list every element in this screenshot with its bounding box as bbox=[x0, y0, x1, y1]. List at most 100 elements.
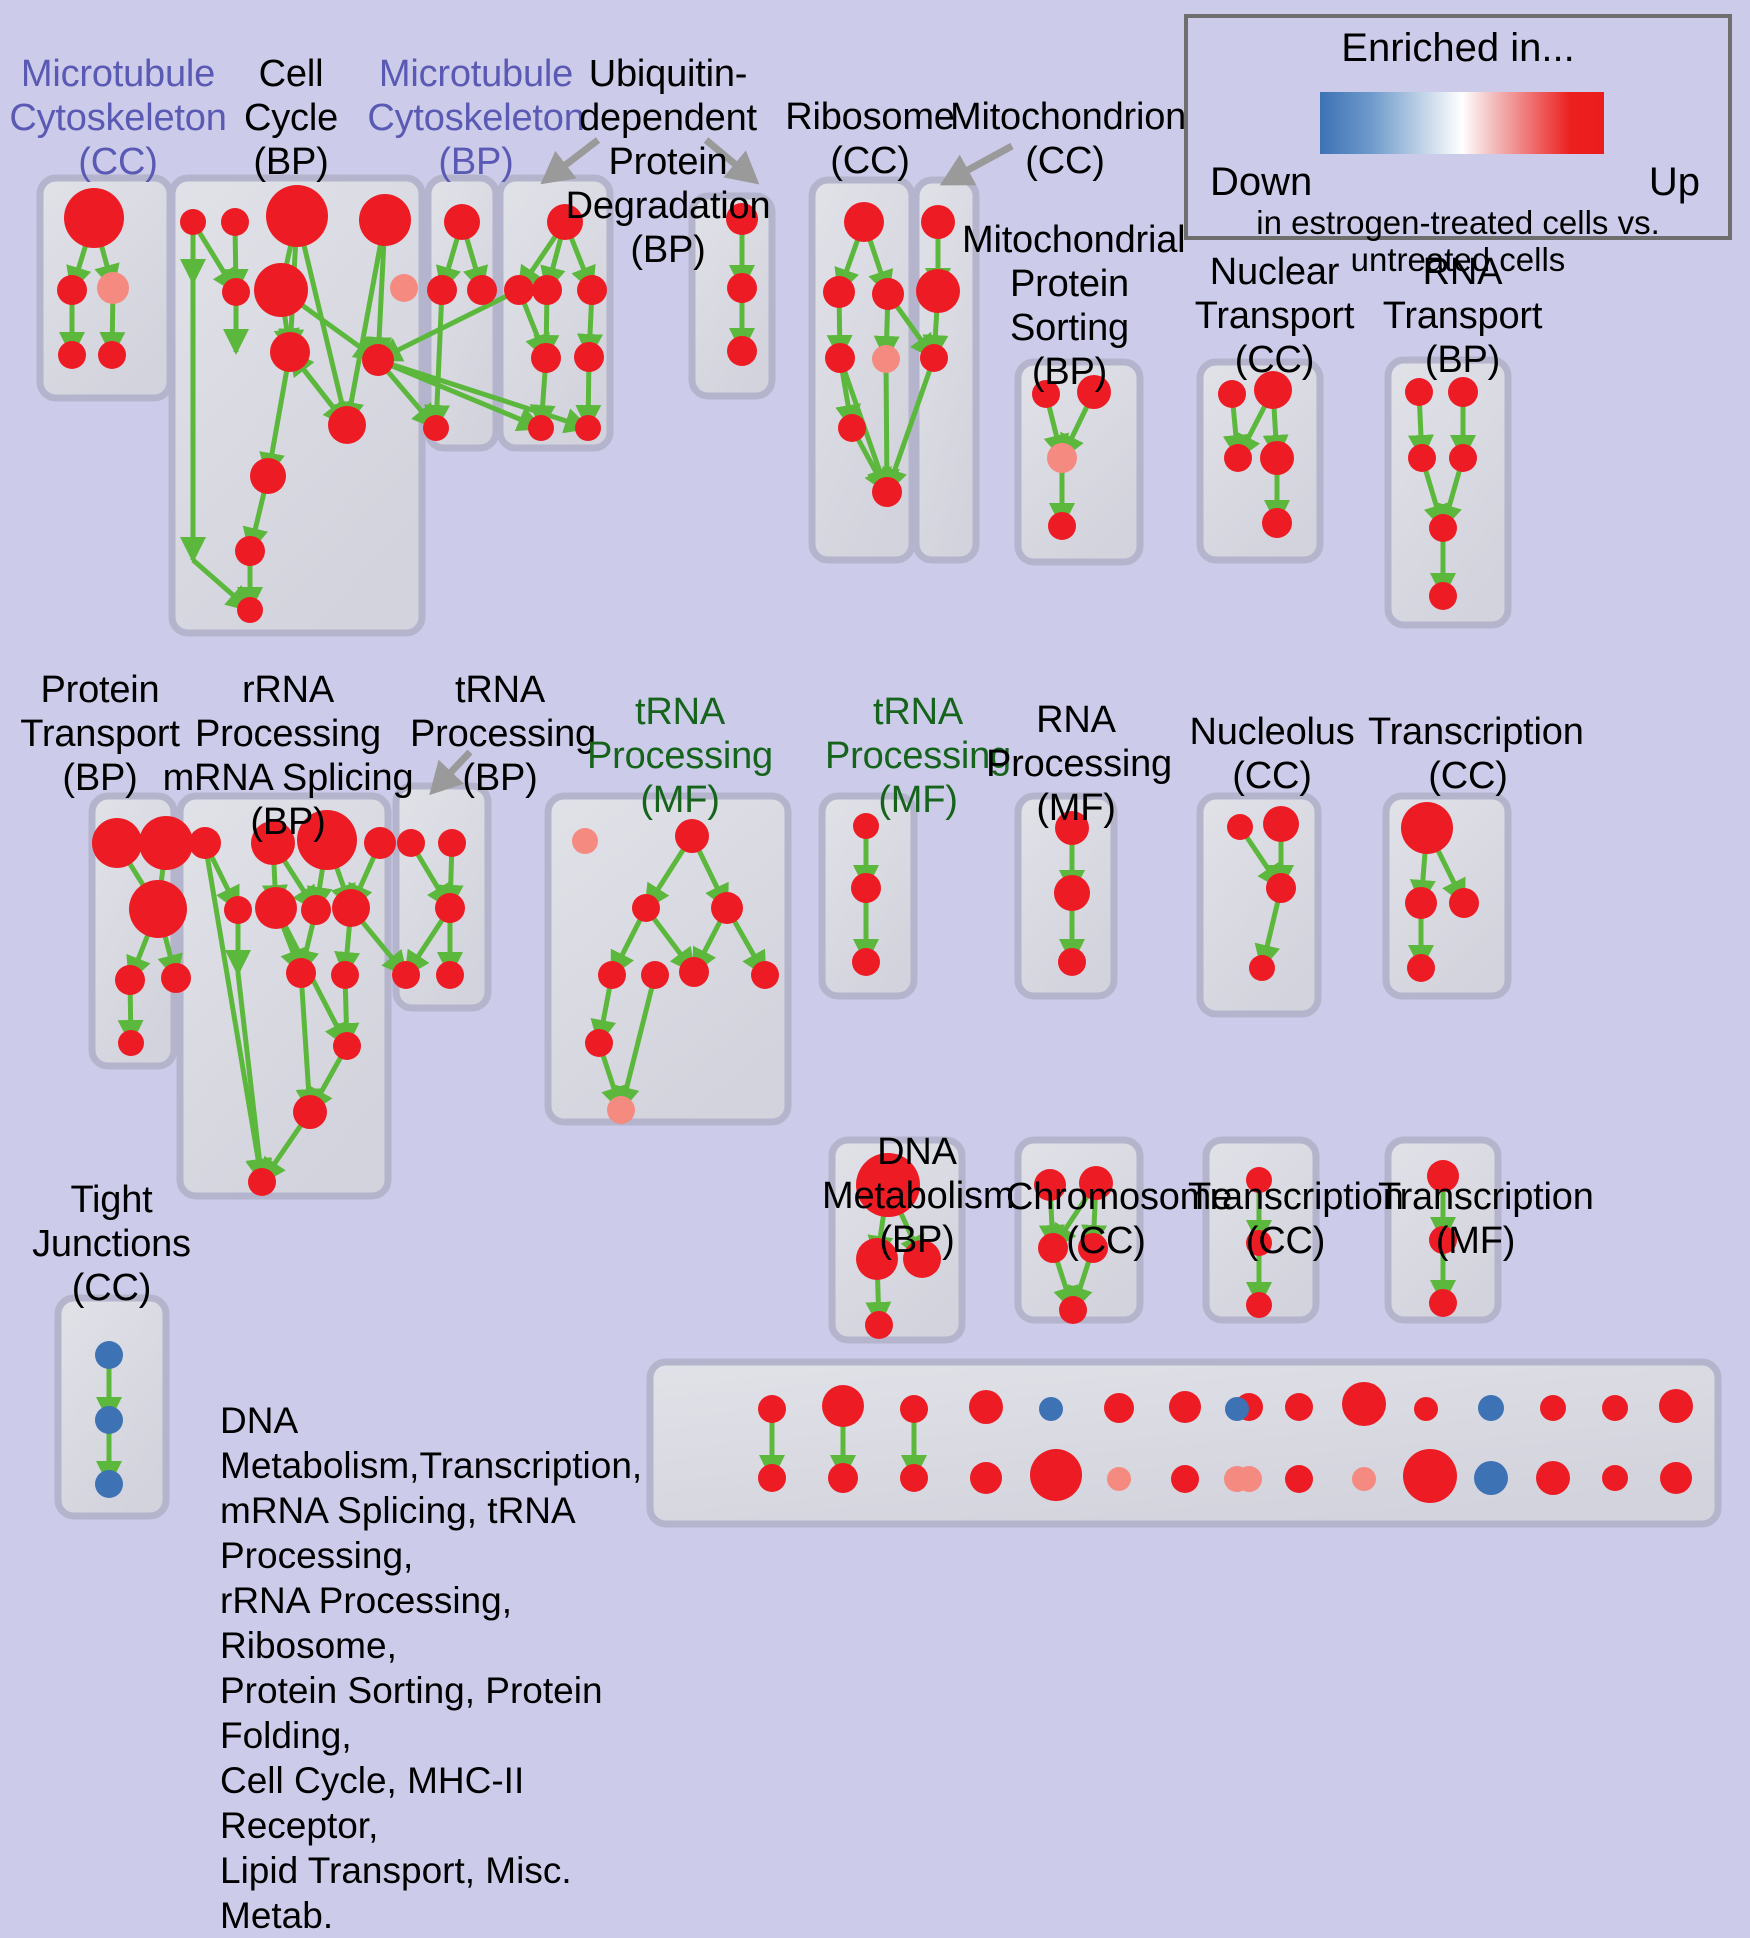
gene-node[interactable] bbox=[1660, 1462, 1692, 1494]
gene-node[interactable] bbox=[1171, 1465, 1199, 1493]
gene-node[interactable] bbox=[438, 829, 466, 857]
gene-node[interactable] bbox=[504, 275, 534, 305]
gene-node[interactable] bbox=[727, 336, 757, 366]
gene-node[interactable] bbox=[1266, 873, 1296, 903]
gene-node[interactable] bbox=[1414, 1397, 1438, 1421]
gene-node[interactable] bbox=[531, 343, 561, 373]
gene-node[interactable] bbox=[161, 963, 191, 993]
gene-node[interactable] bbox=[427, 275, 457, 305]
gene-node[interactable] bbox=[1285, 1465, 1313, 1493]
gene-node[interactable] bbox=[1054, 875, 1090, 911]
gene-node[interactable] bbox=[726, 203, 758, 235]
gene-node[interactable] bbox=[1047, 443, 1077, 473]
gene-node[interactable] bbox=[435, 893, 465, 923]
gene-node[interactable] bbox=[1246, 1292, 1272, 1318]
gene-node[interactable] bbox=[250, 458, 286, 494]
gene-node[interactable] bbox=[248, 1168, 276, 1196]
gene-node[interactable] bbox=[390, 274, 418, 302]
gene-node[interactable] bbox=[332, 889, 370, 927]
gene-node[interactable] bbox=[1429, 514, 1457, 542]
gene-node[interactable] bbox=[727, 273, 757, 303]
gene-node[interactable] bbox=[95, 1341, 123, 1369]
gene-node[interactable] bbox=[115, 965, 145, 995]
gene-node[interactable] bbox=[118, 1030, 144, 1056]
gene-node[interactable] bbox=[838, 414, 866, 442]
gene-node[interactable] bbox=[675, 819, 709, 853]
gene-node[interactable] bbox=[528, 415, 554, 441]
gene-node[interactable] bbox=[1285, 1393, 1313, 1421]
gene-node[interactable] bbox=[1659, 1389, 1693, 1423]
gene-node[interactable] bbox=[235, 536, 265, 566]
gene-node[interactable] bbox=[95, 1470, 123, 1498]
gene-node[interactable] bbox=[255, 887, 297, 929]
gene-node[interactable] bbox=[1039, 1397, 1063, 1421]
gene-node[interactable] bbox=[1225, 1397, 1249, 1421]
gene-node[interactable] bbox=[1401, 802, 1453, 854]
gene-node[interactable] bbox=[1254, 371, 1292, 409]
gene-node[interactable] bbox=[856, 1153, 920, 1217]
gene-node[interactable] bbox=[1169, 1391, 1201, 1423]
gene-node[interactable] bbox=[297, 810, 357, 870]
gene-node[interactable] bbox=[1034, 1169, 1066, 1201]
gene-node[interactable] bbox=[679, 957, 709, 987]
gene-node[interactable] bbox=[397, 829, 425, 857]
gene-node[interactable] bbox=[467, 275, 497, 305]
gene-node[interactable] bbox=[825, 343, 855, 373]
gene-node[interactable] bbox=[1352, 1467, 1376, 1491]
gene-node[interactable] bbox=[1405, 887, 1437, 919]
gene-node[interactable] bbox=[328, 406, 366, 444]
gene-node[interactable] bbox=[97, 272, 129, 304]
gene-node[interactable] bbox=[823, 276, 855, 308]
gene-node[interactable] bbox=[1403, 1449, 1457, 1503]
gene-node[interactable] bbox=[129, 880, 187, 938]
gene-node[interactable] bbox=[828, 1463, 858, 1493]
gene-node[interactable] bbox=[180, 209, 206, 235]
gene-node[interactable] bbox=[1342, 1382, 1386, 1426]
gene-node[interactable] bbox=[547, 204, 583, 240]
gene-node[interactable] bbox=[222, 278, 250, 306]
gene-node[interactable] bbox=[1263, 806, 1299, 842]
gene-node[interactable] bbox=[921, 205, 955, 239]
gene-node[interactable] bbox=[392, 961, 420, 989]
gene-node[interactable] bbox=[1427, 1160, 1459, 1192]
gene-node[interactable] bbox=[1030, 1449, 1082, 1501]
gene-node[interactable] bbox=[1107, 1467, 1131, 1491]
gene-node[interactable] bbox=[1449, 444, 1477, 472]
gene-node[interactable] bbox=[1246, 1230, 1272, 1256]
gene-node[interactable] bbox=[1104, 1393, 1134, 1423]
gene-node[interactable] bbox=[574, 342, 604, 372]
gene-node[interactable] bbox=[900, 1395, 928, 1423]
gene-node[interactable] bbox=[1032, 380, 1060, 408]
gene-node[interactable] bbox=[969, 1390, 1003, 1424]
gene-node[interactable] bbox=[251, 821, 295, 865]
gene-node[interactable] bbox=[64, 188, 124, 248]
gene-node[interactable] bbox=[1058, 948, 1086, 976]
gene-node[interactable] bbox=[532, 275, 562, 305]
gene-node[interactable] bbox=[58, 341, 86, 369]
gene-node[interactable] bbox=[364, 827, 396, 859]
gene-node[interactable] bbox=[266, 185, 328, 247]
gene-node[interactable] bbox=[331, 961, 359, 989]
gene-node[interactable] bbox=[293, 1095, 327, 1129]
gene-node[interactable] bbox=[1224, 444, 1252, 472]
gene-node[interactable] bbox=[903, 1240, 941, 1278]
gene-node[interactable] bbox=[1059, 1296, 1087, 1324]
gene-node[interactable] bbox=[1224, 1466, 1250, 1492]
gene-node[interactable] bbox=[1038, 1233, 1068, 1263]
gene-node[interactable] bbox=[856, 1238, 898, 1280]
gene-node[interactable] bbox=[237, 597, 263, 623]
gene-node[interactable] bbox=[758, 1464, 786, 1492]
gene-node[interactable] bbox=[444, 204, 480, 240]
gene-node[interactable] bbox=[1048, 512, 1076, 540]
gene-node[interactable] bbox=[851, 873, 881, 903]
gene-node[interactable] bbox=[1478, 1395, 1504, 1421]
gene-node[interactable] bbox=[1078, 1233, 1108, 1263]
gene-node[interactable] bbox=[98, 341, 126, 369]
gene-node[interactable] bbox=[585, 1029, 613, 1057]
gene-node[interactable] bbox=[1474, 1461, 1508, 1495]
gene-node[interactable] bbox=[865, 1311, 893, 1339]
gene-node[interactable] bbox=[301, 895, 331, 925]
gene-node[interactable] bbox=[758, 1395, 786, 1423]
gene-node[interactable] bbox=[970, 1462, 1002, 1494]
gene-node[interactable] bbox=[1536, 1461, 1570, 1495]
